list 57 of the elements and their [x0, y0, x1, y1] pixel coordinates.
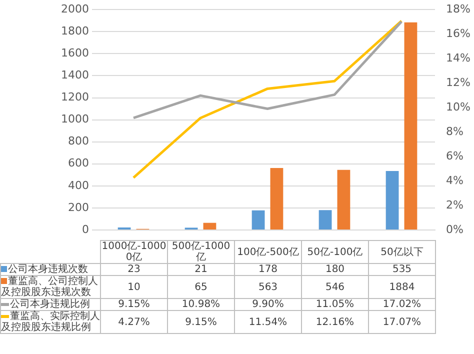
- data-label: 9.15%: [100, 298, 168, 310]
- bar: [404, 22, 418, 230]
- data-label: 563: [234, 276, 302, 298]
- data-label: 9.15%: [168, 310, 234, 334]
- y-tick-label: 1200: [61, 90, 89, 104]
- y2-tick-label: 14%: [446, 51, 470, 64]
- y2-tick-label: 18%: [446, 2, 470, 16]
- data-label: 11.54%: [234, 310, 302, 334]
- data-label: 180: [302, 264, 368, 276]
- y2-tick-label: 0%: [446, 222, 464, 236]
- y-tick-label: 2000: [61, 2, 89, 16]
- y-tick-label: 600: [68, 156, 89, 170]
- x-tick-label: 100亿-500亿: [234, 240, 302, 264]
- data-label: 17.07%: [368, 310, 436, 334]
- bar: [203, 222, 216, 230]
- y-tick-label: 0: [82, 222, 89, 236]
- legend-label: 董监高、公司控制人及控股股东违规次数: [1, 276, 98, 298]
- y-tick-label: 1600: [61, 46, 89, 60]
- y2-tick-label: 10%: [446, 100, 470, 114]
- bar: [318, 210, 332, 230]
- data-label: 12.16%: [302, 310, 368, 334]
- data-label: 17.02%: [368, 298, 436, 310]
- data-label: 546: [302, 276, 368, 298]
- y-tick-label: 1400: [61, 68, 89, 82]
- legend-label: 董监高、实际控制人及控股股东违规比例: [1, 311, 100, 333]
- data-label: 10.98%: [168, 298, 234, 310]
- data-label: 178: [234, 264, 302, 276]
- y2-tick-label: 4%: [446, 174, 464, 187]
- data-label: 65: [168, 276, 234, 298]
- bar: [337, 170, 350, 230]
- data-label: 535: [368, 264, 436, 276]
- data-label: 23: [100, 264, 168, 276]
- x-tick-label: 50亿-100亿: [302, 240, 368, 264]
- y2-tick-label: 2%: [446, 198, 464, 212]
- y-tick-label: 400: [68, 178, 89, 192]
- legend-label: 公司本身违规比例: [10, 299, 90, 310]
- bar: [386, 171, 399, 230]
- x-tick-label: 1000亿-10000亿: [100, 240, 168, 264]
- legend-label: 公司本身违规次数: [8, 264, 88, 275]
- y-tick-label: 1000: [61, 112, 89, 126]
- y2-tick-label: 16%: [446, 26, 470, 40]
- y2-tick-label: 6%: [446, 149, 464, 162]
- data-label: 10: [100, 276, 168, 298]
- x-tick-label: 50亿以下: [368, 240, 436, 264]
- data-label: 9.90%: [234, 298, 302, 310]
- bar: [270, 168, 284, 230]
- y2-tick-label: 12%: [446, 76, 470, 89]
- y-tick-label: 800: [68, 134, 89, 148]
- data-label: 21: [168, 264, 234, 276]
- data-label: 4.27%: [100, 310, 168, 334]
- data-label: 1884: [368, 276, 436, 298]
- data-label: 11.05%: [302, 298, 368, 310]
- bar: [252, 210, 265, 230]
- y2-tick-label: 8%: [446, 124, 464, 138]
- y-tick-label: 200: [68, 200, 89, 214]
- y-tick-label: 1800: [61, 24, 89, 38]
- x-tick-label: 500亿-1000亿: [168, 240, 234, 264]
